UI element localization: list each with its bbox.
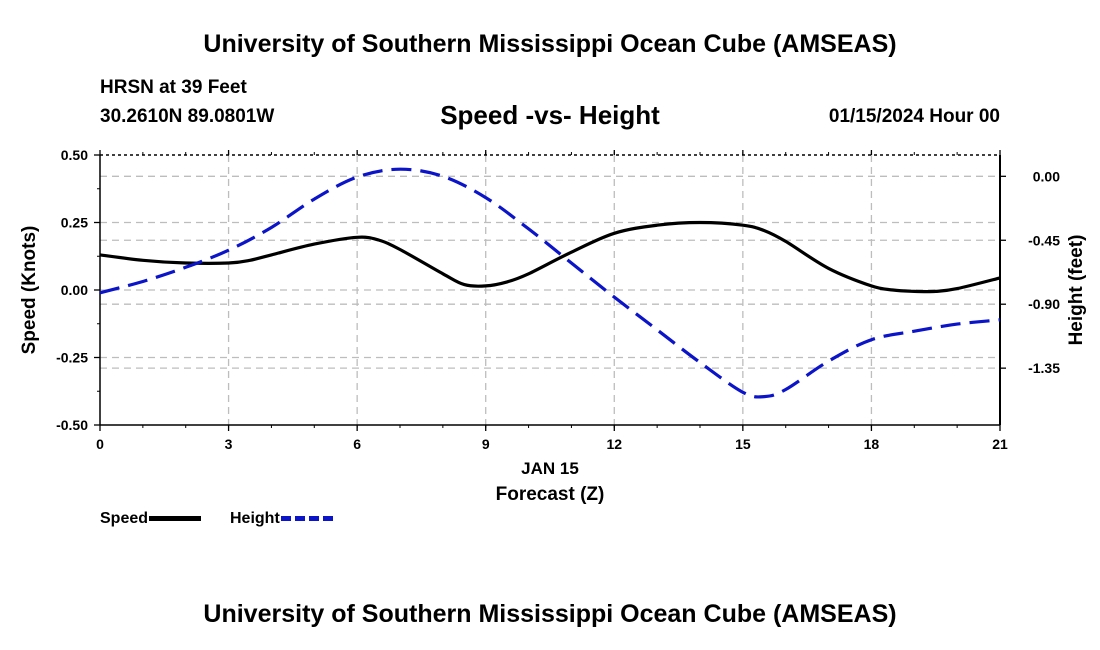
x-tick-label: 12	[606, 436, 622, 452]
forecast-datetime: 01/15/2024 Hour 00	[828, 106, 1000, 127]
y-left-tick-label: -0.25	[56, 350, 88, 366]
chart-subtitle: Speed -vs- Height	[440, 100, 660, 130]
legend-height-label: Height	[230, 510, 280, 527]
footer-title: University of Southern Mississippi Ocean…	[203, 600, 897, 628]
y-right-tick-label: 0.00	[1033, 168, 1060, 184]
x-tick-label: 6	[353, 436, 361, 452]
x-tick-label: 9	[482, 436, 490, 452]
y-right-axis-label: Height (feet)	[1066, 235, 1087, 346]
x-tick-label: 3	[225, 436, 233, 452]
x-tick-label: 21	[992, 436, 1008, 452]
height-series-line	[99, 167, 1001, 399]
x-axis-date-label: JAN 15	[521, 459, 579, 478]
x-tick-label: 0	[96, 436, 104, 452]
y-left-tick-label: -0.50	[56, 417, 88, 433]
legend-height: Height	[230, 510, 333, 528]
x-axis-label: Forecast (Z)	[496, 484, 605, 505]
chart-title: University of Southern Mississippi Ocean…	[203, 30, 897, 58]
speed-series-line	[99, 220, 1001, 294]
y-left-tick-label: 0.25	[61, 215, 88, 231]
station-label: HRSN at 39 Feet	[100, 77, 247, 98]
y-left-tick-label: 0.50	[61, 147, 88, 163]
x-tick-label: 18	[864, 436, 880, 452]
y-left-tick-label: 0.00	[61, 282, 88, 298]
y-right-tick-label: -0.90	[1028, 296, 1060, 312]
y-right-tick-label: -0.45	[1028, 232, 1060, 248]
legend-speed-swatch	[149, 516, 202, 522]
x-tick-label: 15	[735, 436, 751, 452]
station-coords: 30.2610N 89.0801W	[100, 106, 275, 127]
legend-speed: Speed	[100, 510, 202, 528]
y-left-axis-label: Speed (Knots)	[19, 226, 40, 355]
y-right-tick-label: -1.35	[1028, 360, 1060, 376]
legend-speed-label: Speed	[100, 510, 149, 527]
legend-height-swatch	[280, 516, 333, 522]
